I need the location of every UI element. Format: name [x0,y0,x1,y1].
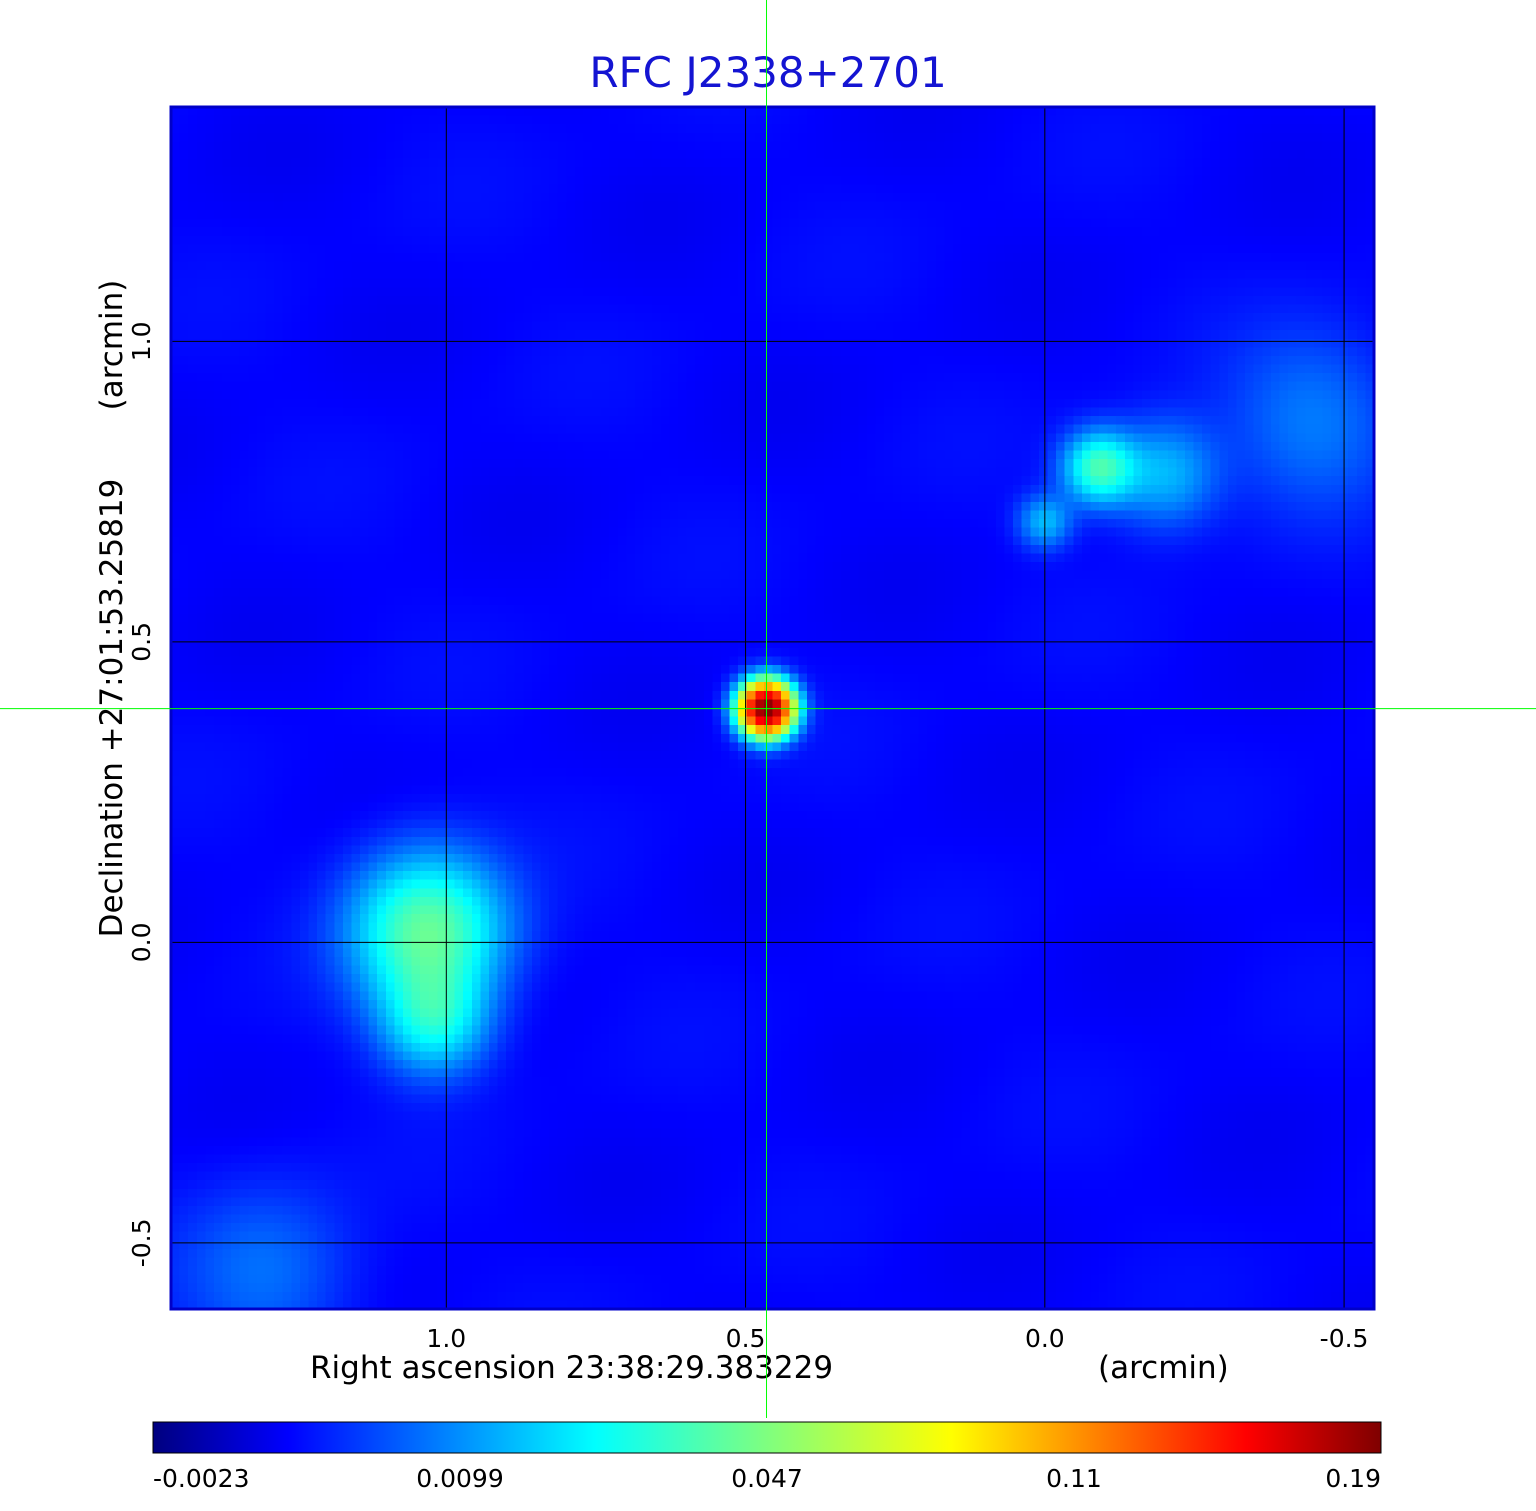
x-tick-label: -0.5 [1320,1324,1369,1353]
x-tick-label: 0.5 [726,1324,766,1353]
y-tick-label: 0.5 [127,622,156,662]
colorbar-labels: -0.0023 0.0099 0.047 0.11 0.19 [153,1464,1381,1493]
grid-lines [171,107,1374,1309]
colorbar-tick-label: 0.047 [731,1464,803,1493]
tick-labels: 1.0 0.5 0.0 -0.5 1.0 0.5 0.0 -0.5 [127,322,1368,1353]
x-axis-unit: (arcmin) [1098,1350,1229,1386]
x-axis-label: Right ascension 23:38:29.383229 [310,1350,834,1386]
plot-frame [169,105,1376,1311]
y-tick-label: -0.5 [127,1218,156,1267]
intensity-image [171,107,1374,1309]
colorbar-tick-label: 0.11 [1046,1464,1102,1493]
x-tick-label: 1.0 [426,1324,466,1353]
colorbar-tick-label: 0.0099 [416,1464,503,1493]
y-tick-label: 0.0 [127,923,156,963]
chart-title: RFC J2338+2701 [589,48,947,97]
colorbar [152,1421,1382,1454]
y-tick-label: 1.0 [127,322,156,362]
colorbar-tick-label: -0.0023 [153,1464,250,1493]
x-tick-label: 0.0 [1025,1324,1065,1353]
colorbar-tick-label: 0.19 [1325,1464,1381,1493]
crosshair [0,0,1536,1418]
